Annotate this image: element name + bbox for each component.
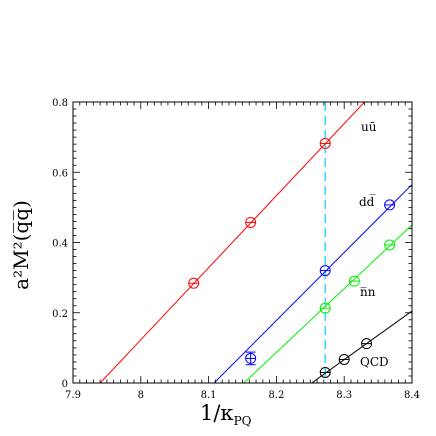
label-qcd: QCD [360, 355, 389, 369]
y-tick-label: 0.8 [52, 98, 68, 109]
axes: 7.9 8 8.1 8.2 8.3 8.4 0 0.2 0.4 0.6 0.8 uū dd̅ n̅n QCD [52, 98, 420, 401]
x-axis-label: 1/κPQ [200, 401, 252, 428]
y-axis-label: a²M²(q̅q̅) [9, 200, 33, 290]
x-tick-label: 8.1 [201, 390, 217, 401]
y-tick-label: 0.6 [52, 168, 68, 179]
plot-area [99, 102, 412, 383]
x-tick-label: 8.4 [404, 390, 420, 401]
y-tick-label: 0.2 [52, 309, 68, 320]
fit-line [99, 102, 365, 383]
svg-text:1/κPQ: 1/κPQ [200, 401, 252, 428]
y-tick-label: 0 [62, 379, 68, 390]
x-tick-label: 7.9 [65, 390, 81, 401]
fit-line [311, 310, 412, 383]
x-tick-label: 8.2 [268, 390, 284, 401]
fit-line [213, 184, 412, 383]
plot-frame [72, 101, 413, 384]
series-group [99, 102, 412, 383]
y-tick-label: 0.4 [52, 239, 68, 250]
x-axis-label-subscript: PQ [234, 414, 252, 428]
label-nn: n̅n [360, 285, 376, 299]
label-dd: dd̅ [359, 193, 375, 209]
x-tick-label: 8 [138, 390, 144, 401]
x-tick-label: 8.3 [336, 390, 352, 401]
label-uu: uū [361, 120, 377, 134]
